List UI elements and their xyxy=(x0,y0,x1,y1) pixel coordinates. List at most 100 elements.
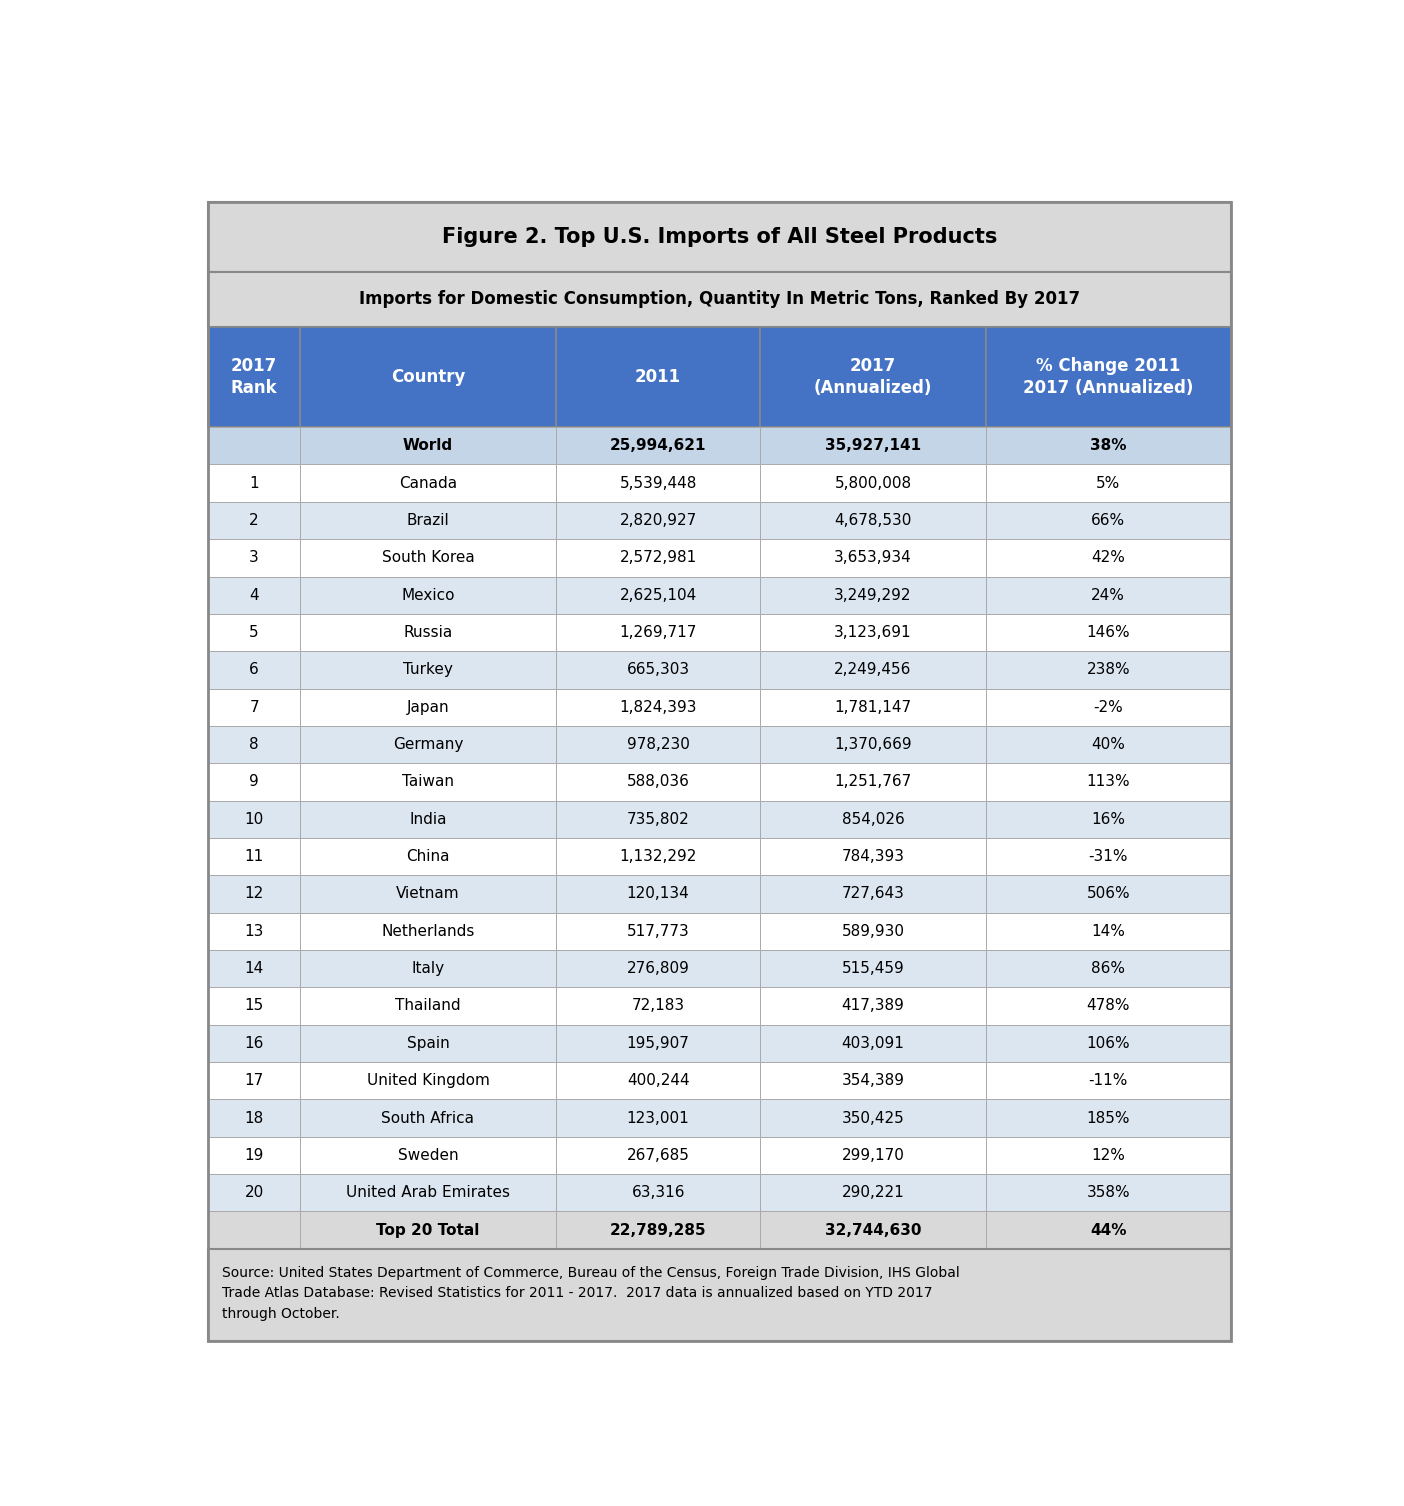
Bar xyxy=(556,1137,761,1175)
Text: Brazil: Brazil xyxy=(407,514,449,529)
Text: 4: 4 xyxy=(250,587,258,602)
Bar xyxy=(761,875,986,913)
Text: 5,800,008: 5,800,008 xyxy=(834,476,911,491)
Text: 1,824,393: 1,824,393 xyxy=(619,700,696,715)
Bar xyxy=(986,837,1231,875)
Text: 8: 8 xyxy=(250,736,258,751)
Bar xyxy=(986,1137,1231,1175)
Bar xyxy=(986,801,1231,837)
Text: 506%: 506% xyxy=(1087,887,1130,902)
Bar xyxy=(208,202,1231,271)
Text: 146%: 146% xyxy=(1087,625,1130,640)
Text: United Kingdom: United Kingdom xyxy=(366,1074,490,1089)
Text: 2017
Rank: 2017 Rank xyxy=(230,357,278,398)
Bar xyxy=(986,726,1231,764)
Text: % Change 2011
2017 (Annualized): % Change 2011 2017 (Annualized) xyxy=(1024,357,1193,398)
Bar xyxy=(986,539,1231,577)
Bar xyxy=(761,726,986,764)
Text: 5: 5 xyxy=(250,625,258,640)
Text: 19: 19 xyxy=(244,1148,264,1163)
Text: 854,026: 854,026 xyxy=(841,812,904,827)
Bar xyxy=(556,501,761,539)
Text: 350,425: 350,425 xyxy=(841,1110,904,1125)
Bar xyxy=(986,651,1231,688)
Bar xyxy=(761,913,986,950)
Text: 589,930: 589,930 xyxy=(841,923,904,938)
Bar xyxy=(761,1211,986,1248)
Bar xyxy=(208,271,1231,327)
Bar xyxy=(556,837,761,875)
Text: Vietnam: Vietnam xyxy=(396,887,459,902)
Text: World: World xyxy=(403,438,453,453)
Bar xyxy=(556,651,761,688)
Text: 42%: 42% xyxy=(1091,550,1125,565)
Text: 1,781,147: 1,781,147 xyxy=(834,700,911,715)
Bar xyxy=(761,1175,986,1211)
Bar xyxy=(300,688,556,726)
Bar xyxy=(300,764,556,801)
Bar xyxy=(300,614,556,651)
Bar xyxy=(208,539,300,577)
Bar xyxy=(300,1024,556,1062)
Text: Spain: Spain xyxy=(407,1036,449,1051)
Bar xyxy=(208,1099,300,1137)
Bar xyxy=(986,875,1231,913)
Text: 238%: 238% xyxy=(1087,663,1130,678)
Bar xyxy=(761,1062,986,1099)
Bar xyxy=(208,1211,300,1248)
Text: 120,134: 120,134 xyxy=(626,887,689,902)
Text: United Arab Emirates: United Arab Emirates xyxy=(345,1185,510,1200)
Text: 9: 9 xyxy=(250,774,258,789)
Text: Italy: Italy xyxy=(411,961,445,976)
Text: 10: 10 xyxy=(244,812,264,827)
Bar xyxy=(208,801,300,837)
Text: 4,678,530: 4,678,530 xyxy=(834,514,911,529)
Bar xyxy=(986,1099,1231,1137)
Bar xyxy=(208,1248,1231,1342)
Text: 5%: 5% xyxy=(1097,476,1120,491)
Bar xyxy=(761,1024,986,1062)
Text: -11%: -11% xyxy=(1088,1074,1127,1089)
Text: 2,820,927: 2,820,927 xyxy=(619,514,696,529)
Text: 400,244: 400,244 xyxy=(626,1074,689,1089)
Text: 1,132,292: 1,132,292 xyxy=(619,849,696,864)
Text: 14: 14 xyxy=(244,961,264,976)
Text: 2,625,104: 2,625,104 xyxy=(619,587,696,602)
Bar xyxy=(208,837,300,875)
Bar xyxy=(986,614,1231,651)
Text: 66%: 66% xyxy=(1091,514,1126,529)
Text: Germany: Germany xyxy=(393,736,463,751)
Text: 195,907: 195,907 xyxy=(626,1036,689,1051)
Text: 1,370,669: 1,370,669 xyxy=(834,736,911,751)
Text: 40%: 40% xyxy=(1091,736,1125,751)
Text: 13: 13 xyxy=(244,923,264,938)
Bar xyxy=(556,464,761,501)
Text: Thailand: Thailand xyxy=(395,998,461,1014)
Bar xyxy=(556,1175,761,1211)
Text: 38%: 38% xyxy=(1090,438,1126,453)
Text: 113%: 113% xyxy=(1087,774,1130,789)
Bar xyxy=(208,988,300,1024)
Bar xyxy=(300,1175,556,1211)
Text: 12: 12 xyxy=(244,887,264,902)
Text: 2,249,456: 2,249,456 xyxy=(834,663,911,678)
Text: China: China xyxy=(406,849,449,864)
Text: 63,316: 63,316 xyxy=(632,1185,685,1200)
Bar xyxy=(300,1062,556,1099)
Bar xyxy=(986,1211,1231,1248)
Text: Imports for Domestic Consumption, Quantity In Metric Tons, Ranked By 2017: Imports for Domestic Consumption, Quanti… xyxy=(359,291,1080,309)
Text: 20: 20 xyxy=(244,1185,264,1200)
Text: 276,809: 276,809 xyxy=(626,961,689,976)
Bar xyxy=(761,764,986,801)
Text: 7: 7 xyxy=(250,700,258,715)
Text: Country: Country xyxy=(390,367,465,386)
Bar xyxy=(556,614,761,651)
Bar xyxy=(556,988,761,1024)
Bar xyxy=(761,327,986,428)
Bar xyxy=(986,501,1231,539)
Bar xyxy=(300,464,556,501)
Bar xyxy=(300,327,556,428)
Text: 1: 1 xyxy=(250,476,258,491)
Bar xyxy=(208,913,300,950)
Bar xyxy=(300,950,556,988)
